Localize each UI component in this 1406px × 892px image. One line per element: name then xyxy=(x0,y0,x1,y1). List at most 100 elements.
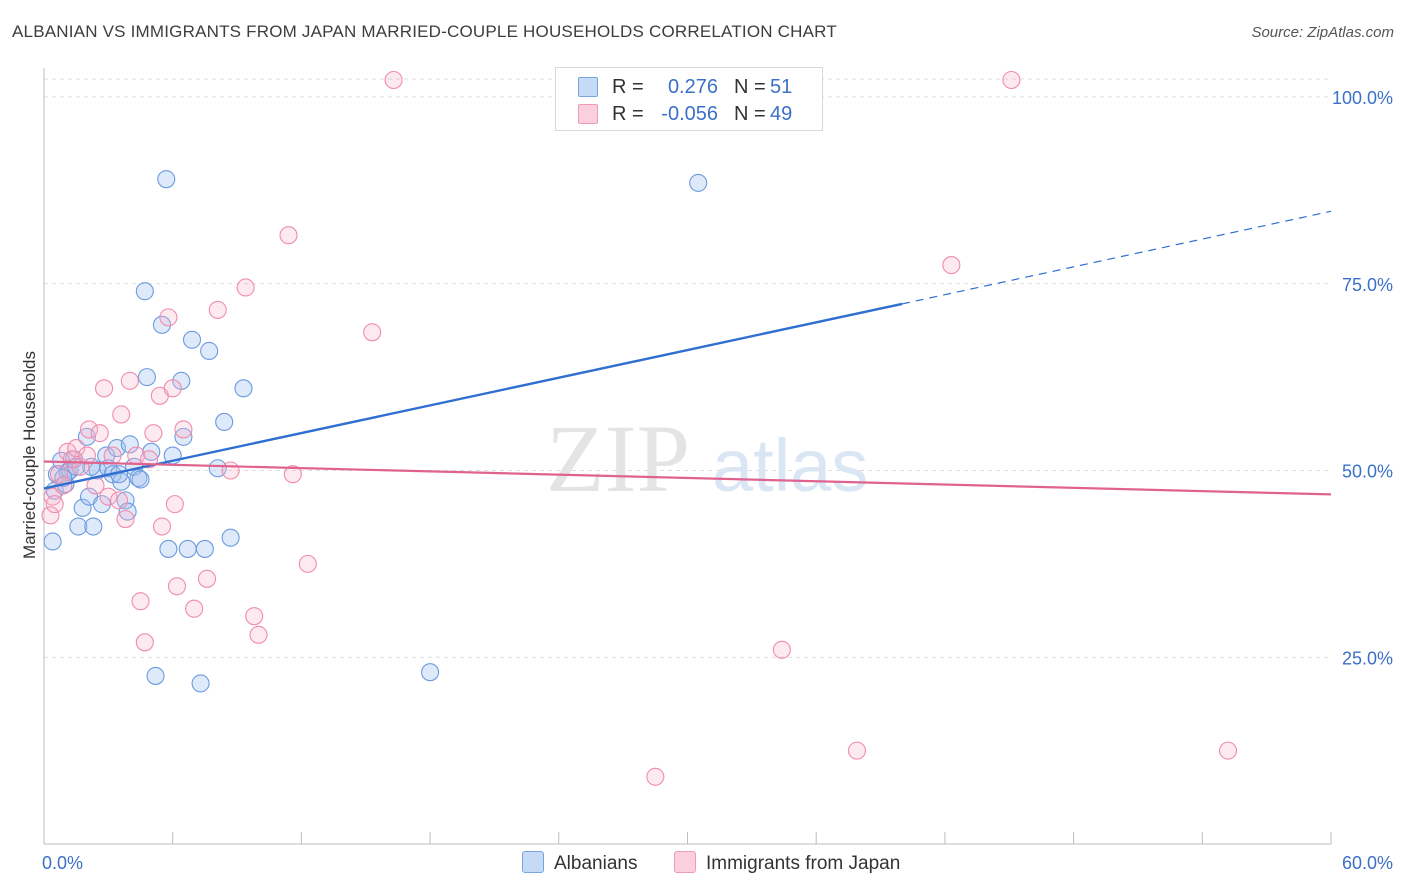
albanians-trend-line xyxy=(43,302,903,490)
albanians-point xyxy=(84,517,103,536)
japan-point xyxy=(167,577,187,596)
albanians-trend-extension xyxy=(901,210,1332,305)
japan-point xyxy=(384,70,403,90)
japan-point xyxy=(144,424,163,443)
albanians-point xyxy=(131,470,150,489)
r-label: R = xyxy=(612,76,644,98)
watermark: ZIP atlas xyxy=(546,405,868,512)
japan-point xyxy=(847,741,867,760)
albanians-point xyxy=(191,674,210,693)
albanians-point xyxy=(221,528,240,547)
series-legend: Albanians Immigrants from Japan xyxy=(0,851,1406,877)
albanians-point xyxy=(157,170,176,189)
n-value: 49 xyxy=(770,103,793,125)
japan-point xyxy=(67,439,86,458)
japan-point xyxy=(174,420,193,439)
legend-label: Albanians xyxy=(554,853,638,874)
albanians-point xyxy=(135,282,154,301)
japan-point xyxy=(185,599,204,618)
r-label: R = xyxy=(612,103,644,125)
japan-point xyxy=(646,767,665,786)
watermark-zip: ZIP xyxy=(546,405,690,512)
albanians-point xyxy=(200,341,219,361)
japan-point xyxy=(45,495,64,514)
albanians-point xyxy=(174,427,193,446)
japan-point xyxy=(103,446,122,465)
albanians-point xyxy=(92,495,111,514)
albanians-swatch xyxy=(522,851,544,873)
japan-point xyxy=(41,506,60,525)
chart-title: ALBANIAN VS IMMIGRANTS FROM JAPAN MARRIE… xyxy=(12,22,837,41)
japan-point xyxy=(79,420,99,439)
albanians-point xyxy=(152,315,172,334)
japan-point xyxy=(110,491,129,510)
japan-point xyxy=(163,379,182,398)
japan-point xyxy=(197,569,217,588)
albanians-point xyxy=(159,539,178,558)
japan-point xyxy=(159,308,178,327)
japan-point xyxy=(208,300,227,319)
japan-point xyxy=(49,465,69,484)
albanians-point xyxy=(43,532,62,551)
r-value: -0.056 xyxy=(661,103,718,125)
n-label: N = xyxy=(734,76,766,98)
japan-swatch xyxy=(674,851,696,873)
japan-point xyxy=(112,405,131,424)
legend-label: Immigrants from Japan xyxy=(706,853,901,874)
japan-point xyxy=(1002,70,1021,90)
tick-labels: 100.0% 75.0% 50.0% 25.0% 0.0% 60.0% xyxy=(42,88,1393,873)
x-tick-label-min: 0.0% xyxy=(42,853,83,873)
albanians-point xyxy=(421,663,440,682)
japan-point xyxy=(283,465,302,484)
n-label: N = xyxy=(734,103,766,125)
japan-point xyxy=(772,640,791,659)
y-tick-label: 75.0% xyxy=(1342,275,1393,295)
albanians-point xyxy=(73,498,92,517)
stats-row-japan: R = -0.056 N = 49 xyxy=(556,100,822,126)
japan-point xyxy=(165,495,184,514)
japan-point xyxy=(99,487,118,506)
x-tick-label-max: 60.0% xyxy=(1342,853,1393,873)
albanians-point xyxy=(178,539,197,558)
y-tick-label: 100.0% xyxy=(1332,88,1393,108)
albanians-point xyxy=(116,491,135,510)
japan-point xyxy=(298,554,317,573)
stats-legend: R = 0.276 N = 51 R = -0.056 N = 49 xyxy=(555,67,823,131)
y-tick-label: 25.0% xyxy=(1342,648,1393,668)
albanians-point xyxy=(112,472,131,491)
japan-point xyxy=(43,487,62,506)
japan-point xyxy=(77,446,96,465)
albanians-point xyxy=(120,435,139,454)
japan-point xyxy=(120,371,139,390)
axes xyxy=(43,68,1332,845)
japan-point xyxy=(236,278,255,297)
albanians-point xyxy=(195,539,214,558)
albanians-swatch xyxy=(578,77,598,97)
albanians-point xyxy=(234,379,253,398)
japan-point xyxy=(90,424,109,443)
legend-item-japan[interactable]: Immigrants from Japan xyxy=(674,851,900,875)
albanians-point xyxy=(137,368,157,387)
albanians-point xyxy=(182,330,202,349)
japan-swatch xyxy=(578,104,598,124)
japan-point xyxy=(245,607,264,626)
japan-point xyxy=(116,510,135,529)
albanians-point xyxy=(215,412,234,431)
japan-point xyxy=(1218,741,1238,760)
japan-point xyxy=(249,625,268,644)
legend-item-albanians[interactable]: Albanians xyxy=(522,851,637,875)
watermark-atlas: atlas xyxy=(712,424,868,507)
trend-lines xyxy=(43,210,1332,496)
japan-trend-line xyxy=(43,460,1332,496)
albanians-point xyxy=(146,666,165,685)
albanians-point xyxy=(689,173,708,192)
japan-point xyxy=(363,323,382,342)
japan-point xyxy=(135,633,154,652)
japan-point xyxy=(221,461,240,480)
source-label: Source: ZipAtlas.com xyxy=(1251,24,1394,41)
albanians-point xyxy=(142,442,161,461)
japan-point xyxy=(95,379,114,398)
n-value: 51 xyxy=(770,76,793,98)
albanians-point xyxy=(69,517,88,536)
